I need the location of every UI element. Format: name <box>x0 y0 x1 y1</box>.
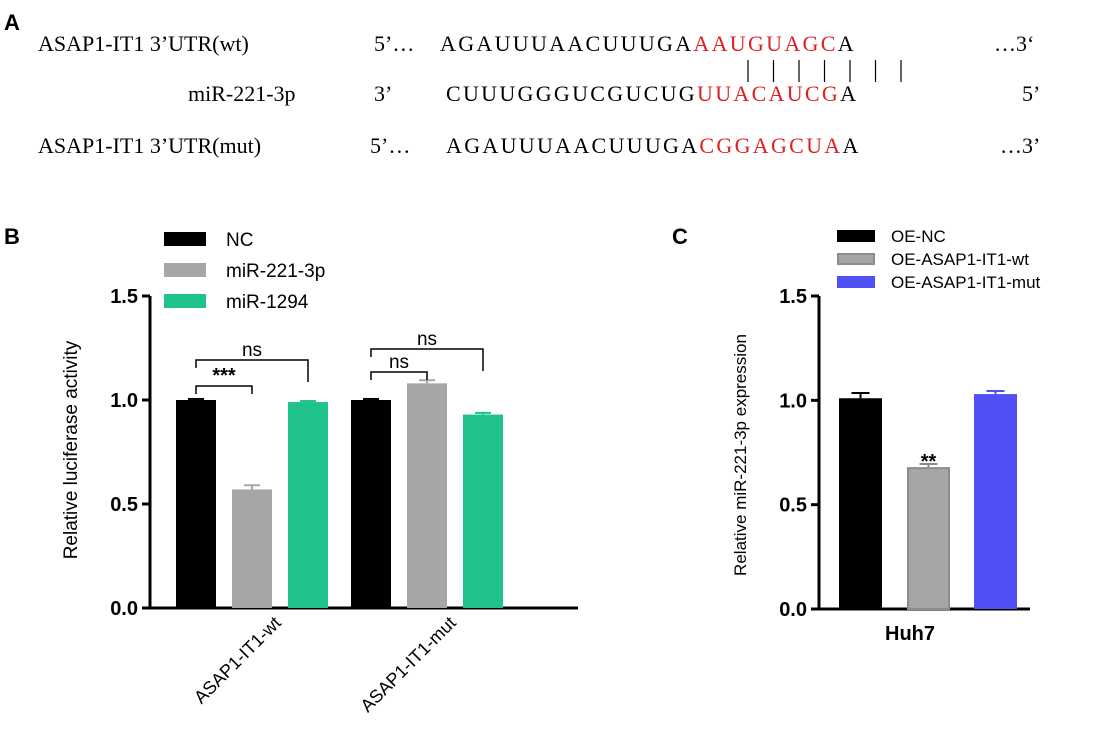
legend-label: OE-NC <box>891 227 946 246</box>
legend-label: OE-ASAP1-IT1-mut <box>891 273 1041 292</box>
bar-oe-asap1-it1-mut <box>974 394 1017 609</box>
panel-b-bars <box>176 379 503 608</box>
wt-utr-seq-black: AGAUUUAACUUUGA <box>440 31 693 56</box>
legend-swatch <box>164 232 206 246</box>
y-tick-label: 0.5 <box>779 495 807 517</box>
wt-utr-prime-left: 5’… <box>374 31 414 56</box>
panel-b-legend: NC miR-221-3p miR-1294 <box>164 230 325 313</box>
significance-label: ns <box>417 329 437 350</box>
significance-bracket <box>370 348 484 371</box>
mut-utr-seq-mutated: CGGAGCUA <box>699 133 842 158</box>
significance-label: ns <box>242 340 262 361</box>
mirna-seq-seed: UUACAUCG <box>697 81 840 106</box>
wt-utr-prime-right: …3‘ <box>994 31 1034 56</box>
panel-c-axes: 0.0 0.5 1.0 1.5 Relative miR-221-3p expressi… <box>731 286 1030 645</box>
y-axis-label: Relative luciferase activity <box>61 340 82 559</box>
mut-utr-prime-right: …3’ <box>1000 133 1040 158</box>
mut-utr-seq-black: AGAUUUAACUUUGA <box>446 133 699 158</box>
x-category-label: ASAP1-IT1-mut <box>357 613 460 716</box>
bar-nc <box>176 400 216 608</box>
bar-oe-asap1-it1-wt <box>907 467 950 610</box>
panel-c-legend: OE-NC OE-ASAP1-IT1-wt OE-ASAP1-IT1-mut <box>837 227 1041 292</box>
bar-mir-221-3p <box>232 489 272 608</box>
mirna-prime-left: 3’ <box>374 81 392 106</box>
legend-swatch <box>837 230 875 242</box>
y-tick-label: 0.5 <box>110 494 138 516</box>
y-tick-label: 1.5 <box>779 286 807 308</box>
y-tick-label: 1.5 <box>110 286 138 308</box>
panel-a-letter: A <box>4 10 20 35</box>
mut-utr-label: ASAP1-IT1 3’UTR(mut) <box>38 133 261 158</box>
legend-swatch <box>164 263 206 277</box>
panel-c-significance: ** <box>921 451 937 473</box>
y-tick-label: 0.0 <box>779 599 807 621</box>
significance-label: ns <box>389 352 409 373</box>
mirna-seq-black: CUUUGGGUCGUCUG <box>446 81 697 106</box>
bar-mir-221-3p <box>407 383 447 608</box>
bar-mir-1294 <box>463 414 503 608</box>
significance-bracket <box>195 385 253 394</box>
base-pair-lines <box>747 60 902 82</box>
mut-utr-seq-tail: A <box>843 133 861 158</box>
legend-label: NC <box>226 230 253 251</box>
bar-oe-nc <box>839 398 882 609</box>
mirna-label: miR-221-3p <box>188 81 296 106</box>
significance-label: *** <box>212 365 236 387</box>
wt-utr-sequence: AGAUUUAACUUUGAAAUGUAGCA <box>440 31 856 56</box>
y-tick-label: 1.0 <box>110 390 138 412</box>
significance-label: ** <box>921 451 937 473</box>
wt-utr-seq-seed: AAUGUAGC <box>693 31 837 56</box>
panel-a-sequence-alignment: A ASAP1-IT1 3’UTR(wt) 5’… AGAUUUAACUUUGA… <box>4 10 1040 158</box>
panel-c-letter: C <box>672 224 688 249</box>
y-tick-label: 1.0 <box>779 390 807 412</box>
legend-swatch <box>164 294 206 308</box>
bar-mir-1294 <box>288 402 328 608</box>
panel-b-luciferase-chart: B NC miR-221-3p miR-1294 0.0 0.5 1.0 1.5 Relat… <box>4 224 578 716</box>
legend-swatch <box>837 276 875 288</box>
legend-swatch <box>837 253 875 265</box>
mirna-sequence: CUUUGGGUCGUCUGUUACAUCGA <box>446 81 858 106</box>
wt-utr-label: ASAP1-IT1 3’UTR(wt) <box>38 31 249 56</box>
y-axis-label: Relative miR-221-3p expression <box>731 334 750 576</box>
x-axis-label: Huh7 <box>885 623 935 645</box>
panel-c-expression-chart: C OE-NC OE-ASAP1-IT1-wt OE-ASAP1-IT1-mut 0… <box>672 224 1041 645</box>
bar-nc <box>351 400 391 608</box>
panel-b-letter: B <box>4 224 20 249</box>
significance-bracket <box>370 371 428 380</box>
wt-utr-seq-tail: A <box>838 31 856 56</box>
legend-label: miR-1294 <box>226 292 309 313</box>
x-category-label: ASAP1-IT1-wt <box>190 613 285 708</box>
y-tick-label: 0.0 <box>110 598 138 620</box>
legend-label: miR-221-3p <box>226 261 325 282</box>
legend-label: OE-ASAP1-IT1-wt <box>891 250 1029 269</box>
mirna-prime-right: 5’ <box>1022 81 1040 106</box>
mirna-seq-tail: A <box>840 81 858 106</box>
mut-utr-sequence: AGAUUUAACUUUGACGGAGCUAA <box>446 133 861 158</box>
panel-c-bars <box>839 389 1017 610</box>
mut-utr-prime-left: 5’… <box>370 133 410 158</box>
significance-bracket <box>195 359 309 382</box>
